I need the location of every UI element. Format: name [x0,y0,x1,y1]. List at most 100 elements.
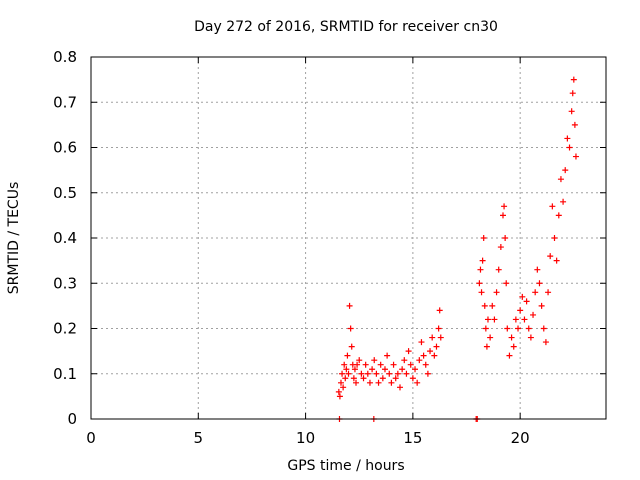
y-tick-label: 0.7 [53,93,77,111]
data-point [379,375,386,382]
data-point [569,90,576,97]
data-point [502,235,509,241]
data-point [510,343,517,350]
data-point [491,316,498,323]
data-point [519,293,526,300]
data-point [547,253,554,260]
data-point [412,366,419,373]
data-point [416,357,423,364]
data-point [476,280,483,287]
data-point [384,352,391,359]
data-point [532,289,539,296]
data-point [381,366,388,373]
data-point [390,361,397,368]
data-point [348,343,355,350]
data-point [394,370,401,377]
data-point [435,325,442,332]
data-point [340,384,347,391]
data-point [369,366,376,373]
data-point [572,153,579,160]
data-point [478,289,485,296]
chart-title: Day 272 of 2016, SRMTID for receiver cn3… [194,19,498,35]
data-point [515,325,522,332]
data-point [399,366,406,373]
data-point [523,298,530,305]
x-tick-label: 0 [86,429,96,447]
data-point [571,121,578,128]
data-point [566,144,573,151]
data-point [497,244,504,251]
y-tick-label: 0.1 [53,365,77,383]
data-point [345,370,352,377]
data-point [405,348,412,355]
data-point [422,361,429,368]
data-point [560,198,567,205]
y-tick-label: 0.5 [53,184,77,202]
data-point [525,325,532,332]
data-point [397,384,403,391]
data-point [353,379,360,386]
data-point [335,388,342,395]
x-axis-label: GPS time / hours [287,458,404,474]
data-point [508,334,515,341]
data-point [424,370,431,377]
data-points [335,76,579,422]
plot-frame [90,56,607,420]
data-point [401,357,408,364]
data-point [366,379,373,386]
y-tick-label: 0.2 [53,320,77,338]
y-tick-label: 0.6 [53,139,77,157]
data-point [388,379,395,386]
data-point [358,370,365,377]
data-point [512,316,519,323]
data-point [371,357,378,364]
data-point [431,352,438,359]
axis-ticks: 0 5 10 15 20 0 0.1 0.2 0.3 0.4 0.5 0.6 0.7 0.8 [53,48,606,447]
data-point [555,212,562,219]
data-point [427,348,434,355]
y-tick-label: 0.3 [53,274,77,292]
data-point [339,370,346,377]
data-point [356,357,363,364]
data-point [549,203,556,210]
y-axis-label: SRMTID / TECUs [6,182,22,295]
data-point [351,366,358,373]
data-point [433,343,440,350]
data-point [477,266,484,273]
data-point [336,393,343,400]
data-point [360,375,367,382]
data-point [409,375,416,382]
data-point [420,352,427,359]
data-point [503,280,510,287]
x-tick-label: 20 [511,429,530,447]
data-point [481,302,488,309]
data-point [495,266,502,273]
data-point [562,167,569,174]
data-point [362,361,369,368]
data-point [346,302,353,309]
data-point [504,325,511,332]
y-tick-label: 0.4 [53,229,77,247]
data-point [551,235,558,241]
data-point [568,108,575,115]
data-point [342,375,349,382]
data-point [479,257,486,264]
data-point [392,375,399,382]
data-point [540,325,547,332]
data-point [364,370,371,377]
data-point [527,334,534,341]
data-point [536,280,543,287]
data-point [377,361,384,368]
data-point [414,379,421,386]
y-tick-label: 0.8 [53,48,77,66]
data-point [341,361,348,368]
data-point [534,266,541,273]
data-point [436,307,443,314]
data-point [545,289,552,296]
data-point [375,379,382,386]
x-tick-label: 10 [296,429,315,447]
y-tick-label: 0 [67,410,77,428]
x-tick-label: 5 [194,429,204,447]
data-point [570,76,577,83]
